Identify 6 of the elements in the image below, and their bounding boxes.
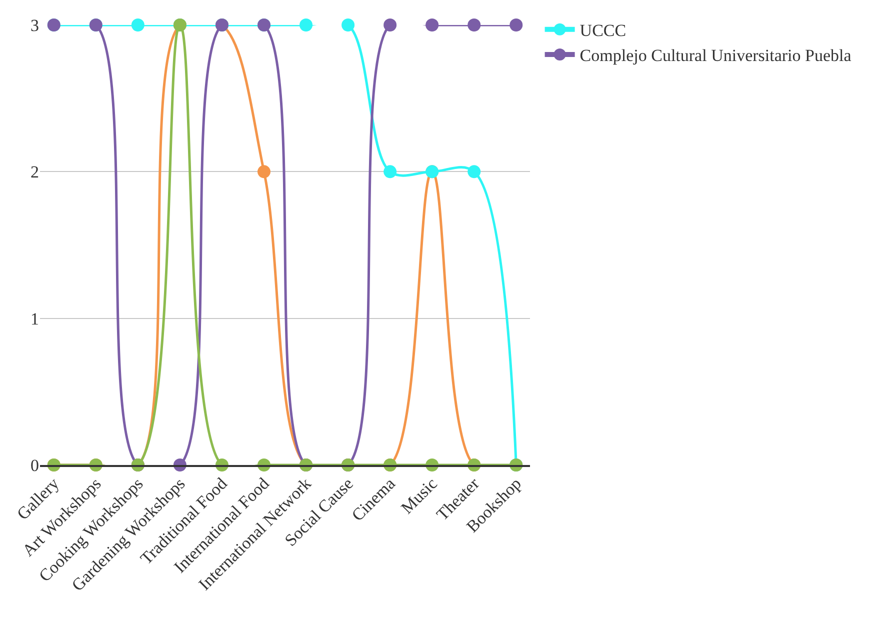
y-tick-label: 0	[30, 456, 39, 475]
y-tick-label: 3	[30, 16, 39, 35]
y-tick-label: 1	[30, 309, 39, 328]
y-tick-label: 2	[30, 162, 39, 182]
legend-label: UCCC	[580, 20, 626, 40]
legend-label: Complejo Cultural Universitario Puebla	[580, 46, 852, 66]
